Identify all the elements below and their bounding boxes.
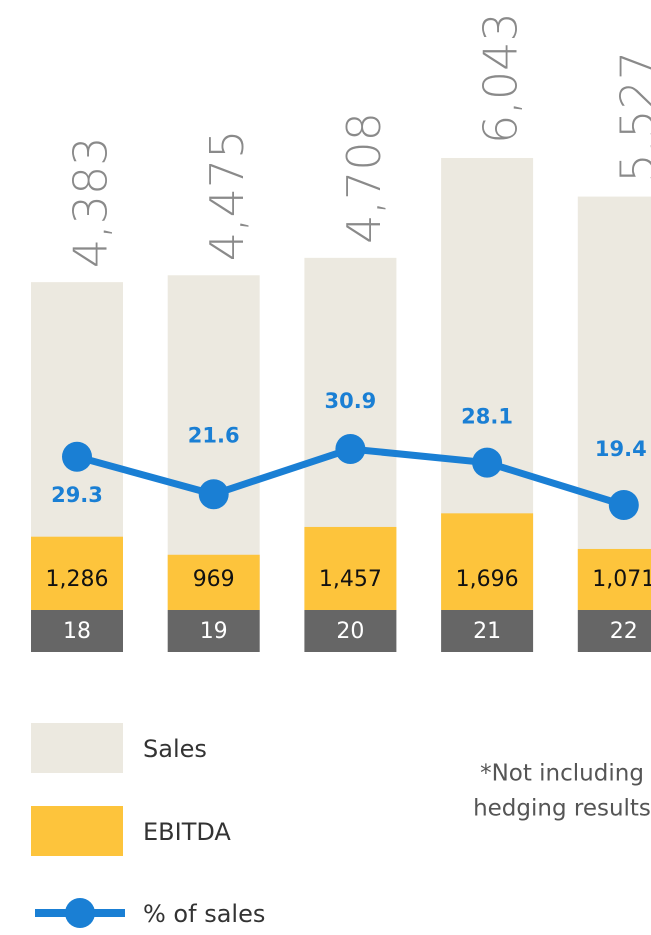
pct-label: 28.1 (461, 405, 513, 429)
legend-swatch (31, 806, 123, 856)
pct-dot (608, 490, 639, 521)
category-label: 19 (200, 619, 228, 644)
sales-label: 6,043 (474, 12, 528, 144)
sales-bar (167, 275, 260, 610)
ebitda-bar (167, 554, 260, 610)
pct-label: 19.4 (595, 437, 647, 461)
ebitda-bar (577, 548, 651, 610)
ebitda-bar (441, 513, 534, 610)
legend-label: EBITDA (143, 818, 231, 846)
category-label: 20 (336, 619, 364, 644)
sales-bar (577, 196, 651, 611)
sales-label: 4,383 (64, 136, 118, 268)
pct-dot (335, 434, 366, 464)
ebitda-label: 969 (193, 567, 235, 592)
ebitda-bar (31, 536, 123, 610)
sales-label: 4,475 (200, 130, 254, 262)
pct-label: 29.3 (51, 483, 103, 507)
category-box (441, 610, 534, 652)
legend-dot (65, 898, 95, 928)
pct-label: 21.6 (188, 423, 240, 447)
footnote: *Not including (480, 761, 644, 787)
ebitda-label: 1,457 (319, 567, 382, 592)
pct-label: 30.9 (324, 389, 376, 413)
ebitda-label: 1,071 (592, 567, 651, 592)
category-box (577, 610, 651, 652)
legend-label: Sales (143, 735, 207, 763)
category-label: 22 (610, 619, 638, 644)
legend-label: % of sales (143, 900, 265, 928)
category-box (31, 610, 123, 652)
category-box (304, 610, 397, 652)
sales-label: 4,708 (337, 112, 391, 244)
sales-label: 5,527 (610, 51, 651, 183)
pct-dot (62, 441, 92, 472)
ebitda-label: 1,286 (46, 567, 109, 592)
category-label: 21 (473, 619, 501, 644)
category-box (167, 610, 260, 652)
ebitda-label: 1,696 (456, 567, 519, 592)
footnote: hedging results (473, 796, 651, 822)
category-label: 18 (63, 619, 91, 644)
pct-dot (472, 447, 503, 478)
ebitda-bar (304, 526, 397, 610)
pct-dot (198, 479, 229, 510)
legend-swatch (31, 723, 123, 773)
